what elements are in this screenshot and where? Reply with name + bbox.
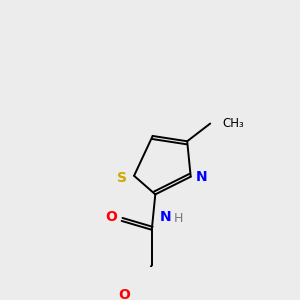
Text: CH₃: CH₃	[223, 117, 244, 130]
Text: O: O	[105, 210, 117, 224]
Text: S: S	[117, 171, 127, 184]
Text: N: N	[160, 209, 172, 224]
Text: O: O	[118, 288, 130, 300]
Text: N: N	[196, 170, 207, 184]
Text: H: H	[174, 212, 183, 225]
